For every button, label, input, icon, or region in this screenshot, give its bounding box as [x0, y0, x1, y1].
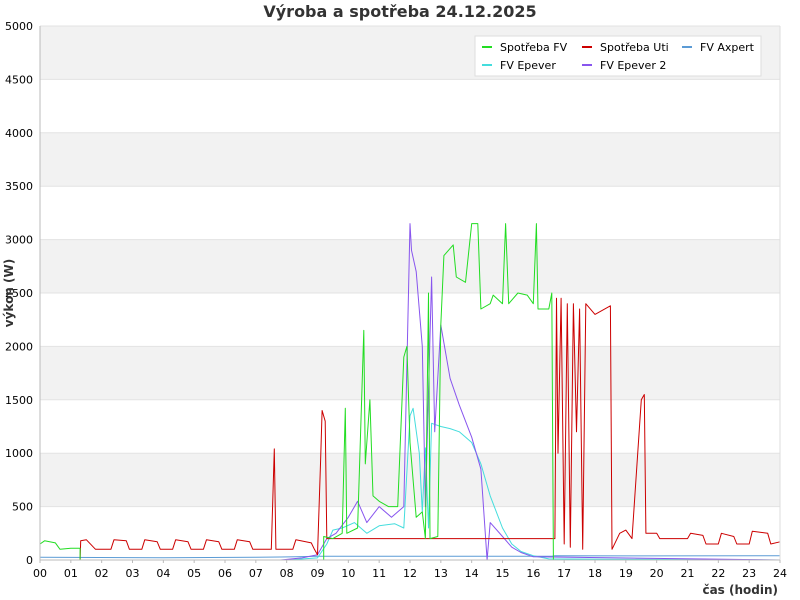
x-tick-label: 00 [33, 567, 47, 580]
x-tick-label: 24 [773, 567, 787, 580]
x-tick-label: 15 [496, 567, 510, 580]
x-tick-label: 23 [742, 567, 756, 580]
x-tick-label: 06 [218, 567, 232, 580]
x-tick-label: 21 [681, 567, 695, 580]
x-tick-label: 01 [64, 567, 78, 580]
grid-band [40, 239, 780, 293]
x-tick-label: 02 [95, 567, 109, 580]
x-tick-label: 03 [126, 567, 140, 580]
y-tick-labels: 0 500 1000 1500 2000 2500 3000 3500 4000 4500 5000 [5, 20, 33, 567]
grid-band [40, 453, 780, 507]
legend-label: Spotřeba FV [500, 41, 568, 54]
grid-band [40, 132, 780, 187]
x-tick-label: 05 [187, 567, 201, 580]
x-tick-label: 18 [588, 567, 602, 580]
x-tick-label: 16 [526, 567, 540, 580]
x-tick-label: 22 [711, 567, 725, 580]
x-tick-label: 07 [249, 567, 263, 580]
y-tick-label: 3500 [5, 180, 33, 193]
chart-title: Výroba a spotřeba 24.12.2025 [263, 2, 536, 21]
x-tick-label: 09 [311, 567, 325, 580]
y-tick-label: 4500 [5, 73, 33, 86]
x-tick-label: 14 [465, 567, 479, 580]
series-line [40, 407, 781, 561]
legend: Spotřeba FV Spotřeba Uti FV Axpert FV Epeve… [474, 35, 762, 77]
x-tick-label: 17 [557, 567, 571, 580]
y-tick-label: 2000 [5, 340, 33, 353]
x-tick-label: 12 [403, 567, 417, 580]
x-tick-label: 11 [372, 567, 386, 580]
x-tick-label: 20 [650, 567, 664, 580]
series-line [40, 223, 781, 561]
x-tick-label: 19 [619, 567, 633, 580]
y-tick-label: 0 [26, 554, 33, 567]
x-tick-labels: 00 01 02 03 04 05 06 07 08 09 10 11 12 13 14 15 16 17 18 19… [33, 560, 787, 580]
legend-label: FV Axpert [700, 41, 755, 54]
x-tick-label: 10 [341, 567, 355, 580]
y-axis-label: výkon (W) [2, 259, 16, 327]
y-tick-label: 5000 [5, 20, 33, 33]
series-layer [39, 223, 781, 561]
y-tick-label: 4000 [5, 127, 33, 140]
series-line [79, 297, 781, 561]
legend-box [474, 35, 762, 77]
series-line [39, 223, 780, 561]
x-tick-label: 13 [434, 567, 448, 580]
legend-label: Spotřeba Uti [600, 41, 669, 54]
y-tick-label: 500 [12, 501, 33, 514]
y-tick-label: 2500 [5, 287, 33, 300]
x-axis-label: čas (hodin) [702, 583, 778, 597]
x-tick-label: 08 [280, 567, 294, 580]
legend-label: FV Epever 2 [600, 59, 666, 72]
y-tick-label: 1000 [5, 447, 33, 460]
x-tick-label: 04 [156, 567, 170, 580]
legend-label: FV Epever [500, 59, 556, 72]
grid-band [40, 346, 780, 400]
y-tick-label: 3000 [5, 234, 33, 247]
y-tick-label: 1500 [5, 394, 33, 407]
